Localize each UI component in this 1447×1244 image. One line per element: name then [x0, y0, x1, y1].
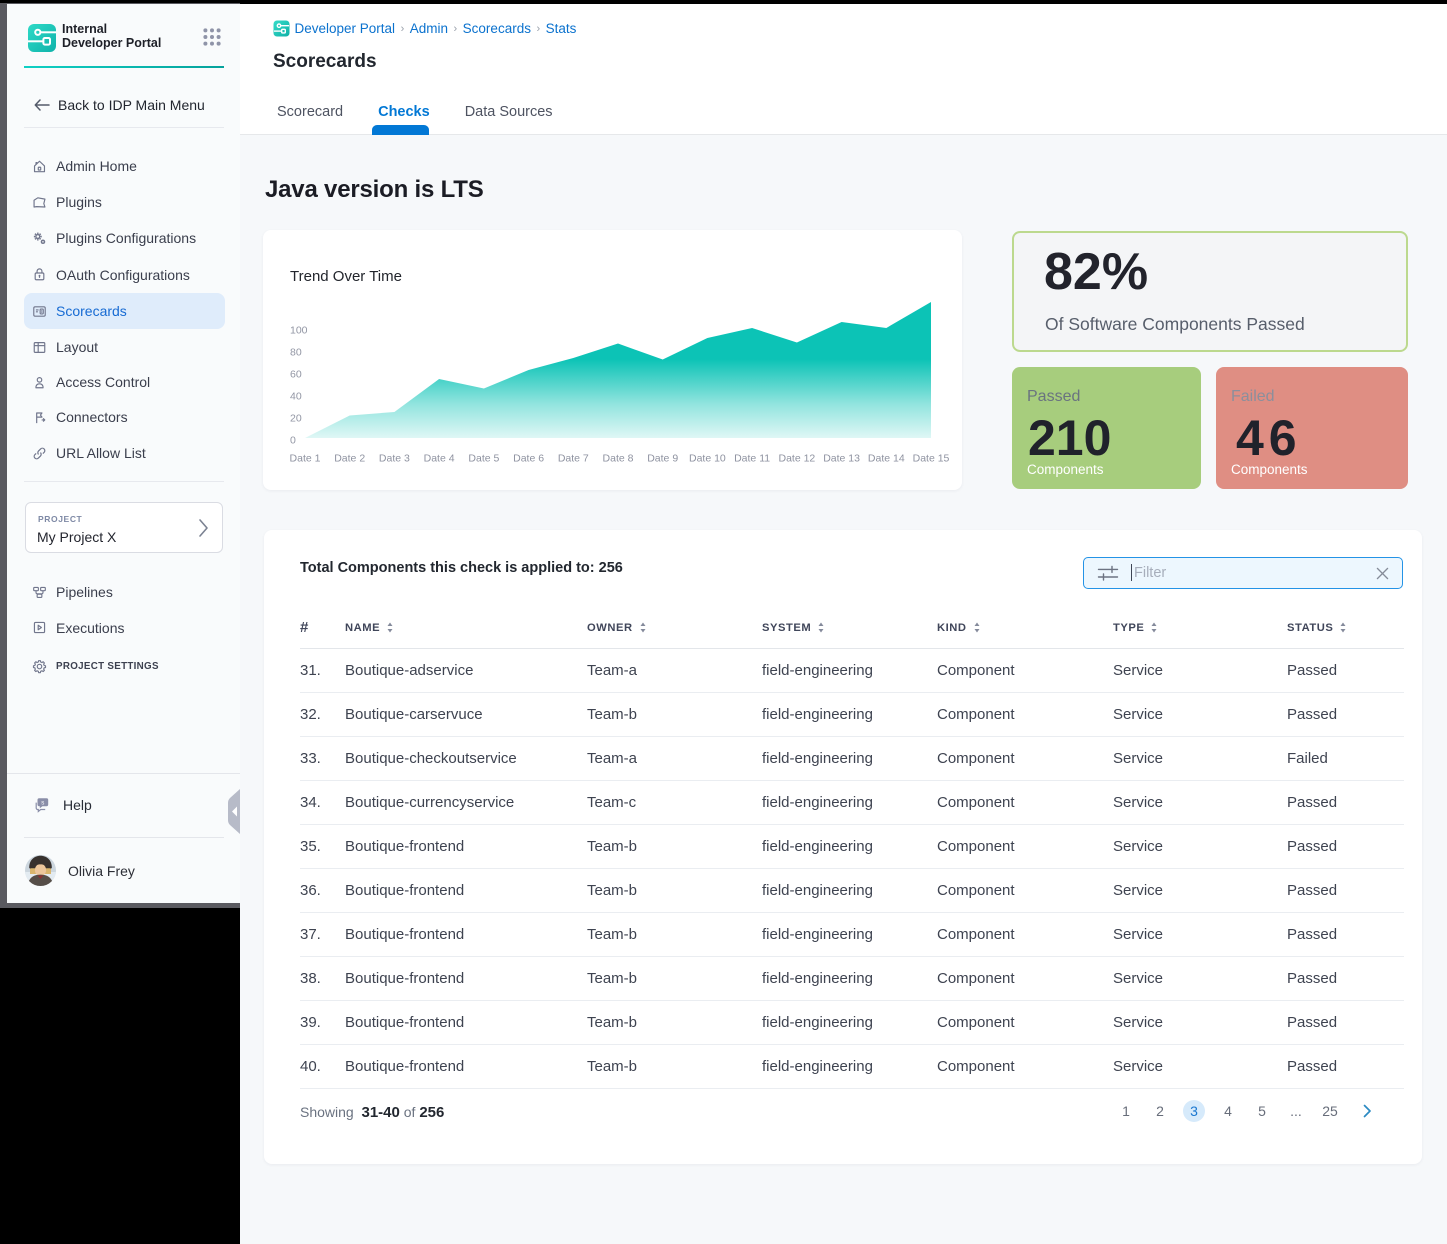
svg-text:0: 0	[290, 435, 296, 447]
svg-text:Date 11: Date 11	[734, 453, 770, 465]
svg-text:Date 2: Date 2	[334, 453, 365, 465]
svg-text:80: 80	[290, 347, 302, 359]
svg-text:Date 13: Date 13	[823, 453, 860, 465]
svg-text:s: s	[41, 800, 44, 807]
svg-text:Date 1: Date 1	[290, 453, 321, 465]
svg-text:Date 10: Date 10	[689, 453, 726, 465]
svg-text:Date 15: Date 15	[913, 453, 950, 465]
svg-text:20: 20	[290, 413, 302, 425]
svg-text:Date 14: Date 14	[868, 453, 905, 465]
svg-text:Date 8: Date 8	[603, 453, 634, 465]
svg-text:Date 6: Date 6	[513, 453, 544, 465]
svg-text:Date 3: Date 3	[379, 453, 410, 465]
svg-text:Date 5: Date 5	[468, 453, 499, 465]
svg-text:Date 9: Date 9	[647, 453, 678, 465]
svg-text:Date 7: Date 7	[558, 453, 589, 465]
svg-text:100: 100	[290, 325, 308, 337]
svg-text:60: 60	[290, 369, 302, 381]
svg-text:40: 40	[290, 391, 302, 403]
svg-text:Date 4: Date 4	[424, 453, 455, 465]
svg-text:Date 12: Date 12	[779, 453, 816, 465]
